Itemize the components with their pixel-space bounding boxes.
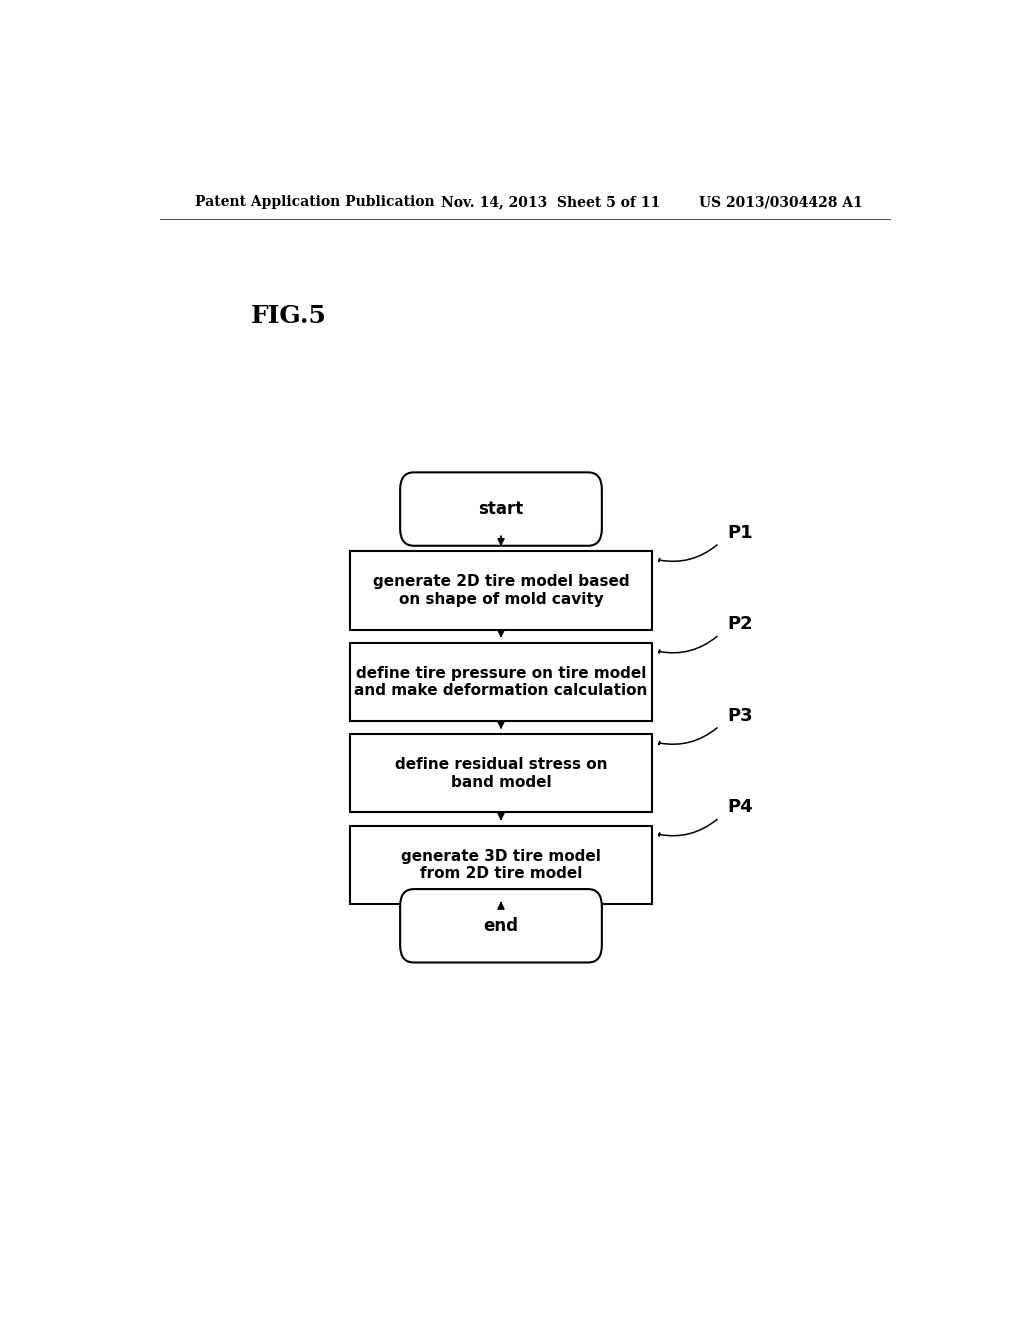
Text: start: start	[478, 500, 523, 517]
Text: define residual stress on
band model: define residual stress on band model	[394, 758, 607, 789]
Text: P2: P2	[727, 615, 753, 634]
Text: FIG.5: FIG.5	[251, 304, 327, 327]
FancyBboxPatch shape	[400, 473, 602, 545]
Text: generate 3D tire model
from 2D tire model: generate 3D tire model from 2D tire mode…	[401, 849, 601, 880]
Text: US 2013/0304428 A1: US 2013/0304428 A1	[699, 195, 863, 209]
Text: end: end	[483, 917, 518, 935]
Bar	[350, 552, 651, 630]
Text: generate 2D tire model based
on shape of mold cavity: generate 2D tire model based on shape of…	[373, 574, 630, 607]
Bar	[350, 643, 651, 721]
Text: P3: P3	[727, 708, 753, 725]
Bar	[350, 734, 651, 812]
FancyBboxPatch shape	[400, 890, 602, 962]
Text: Patent Application Publication: Patent Application Publication	[196, 195, 435, 209]
Text: define tire pressure on tire model
and make deformation calculation: define tire pressure on tire model and m…	[354, 665, 647, 698]
Text: P1: P1	[727, 524, 753, 543]
Text: Nov. 14, 2013  Sheet 5 of 11: Nov. 14, 2013 Sheet 5 of 11	[441, 195, 660, 209]
Text: P4: P4	[727, 799, 753, 816]
Bar	[350, 826, 651, 904]
